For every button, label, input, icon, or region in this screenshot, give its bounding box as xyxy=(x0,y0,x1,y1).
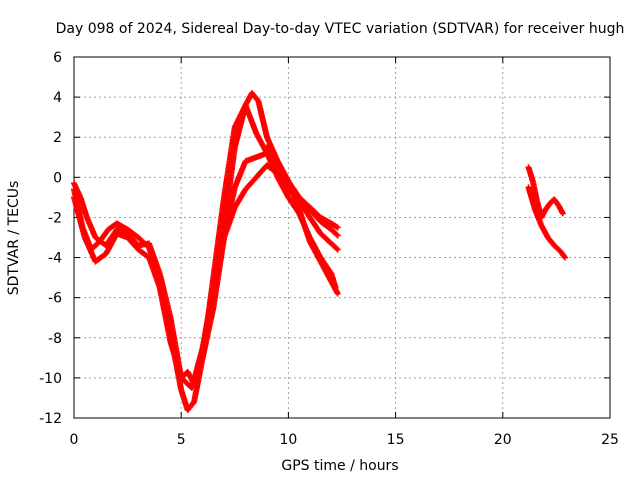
y-tick-label: -2 xyxy=(48,210,62,226)
x-tick-label: 20 xyxy=(494,432,512,448)
data-point xyxy=(334,290,341,297)
data-point xyxy=(333,245,340,252)
series-track-5 xyxy=(263,144,341,297)
x-tick-label: 15 xyxy=(387,432,405,448)
y-tick-labels: -12 -10 -8 -6 -4 -2 0 2 4 6 xyxy=(39,50,62,427)
grid xyxy=(74,57,610,418)
y-tick-label: -4 xyxy=(48,251,62,267)
y-tick-label: -8 xyxy=(48,331,62,347)
y-tick-label: 4 xyxy=(53,90,62,106)
chart-title: Day 098 of 2024, Sidereal Day-to-day VTE… xyxy=(56,21,625,37)
data-point xyxy=(559,210,566,217)
y-tick-label: -6 xyxy=(48,291,62,307)
y-tick-label: 2 xyxy=(53,130,62,146)
x-tick-labels: 0 5 10 15 20 25 xyxy=(70,432,619,448)
x-axis-label: GPS time / hours xyxy=(281,458,398,474)
data-marks xyxy=(71,90,568,413)
y-tick-label: 0 xyxy=(53,170,62,186)
y-tick-label: -10 xyxy=(39,371,62,387)
plot-frame xyxy=(73,56,611,419)
data-point xyxy=(334,246,341,253)
data-point xyxy=(333,231,340,238)
data-point xyxy=(334,232,341,239)
series-track-7 xyxy=(525,184,568,261)
axis-ticks xyxy=(73,56,611,419)
data-point xyxy=(561,254,568,261)
x-tick-label: 25 xyxy=(601,432,619,448)
x-tick-label: 10 xyxy=(279,432,297,448)
y-axis-label: SDTVAR / TECUs xyxy=(6,181,22,296)
y-tick-label: 6 xyxy=(53,50,62,66)
x-tick-label: 5 xyxy=(177,432,186,448)
data-point xyxy=(334,224,341,231)
x-tick-label: 0 xyxy=(70,432,79,448)
y-tick-label: -12 xyxy=(39,411,62,427)
